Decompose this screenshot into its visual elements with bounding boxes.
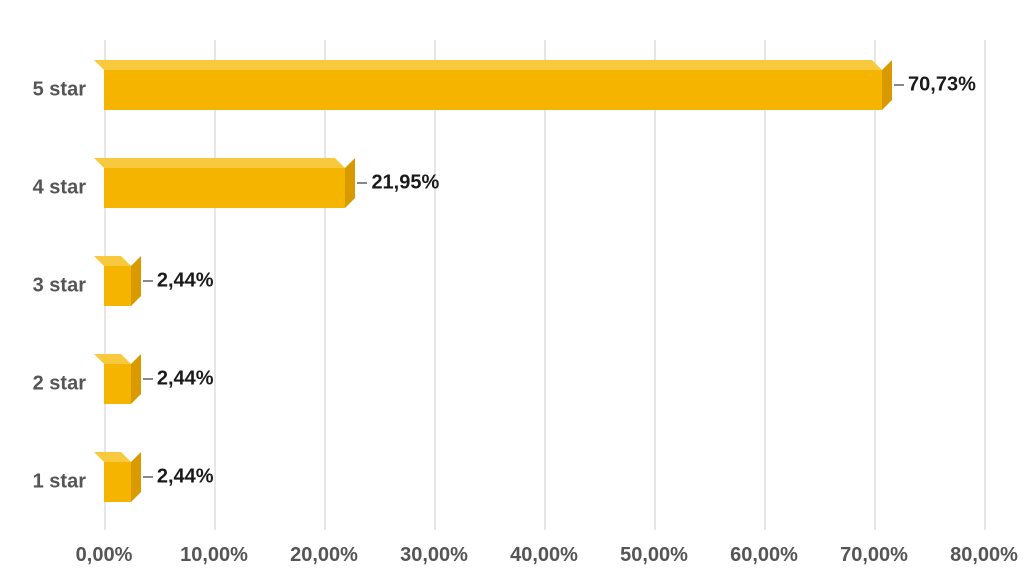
bar-side-face — [131, 256, 141, 306]
bar-side-face — [882, 60, 892, 110]
value-leader-tick — [143, 378, 153, 380]
value-leader-tick — [894, 84, 904, 86]
bar-front-face — [104, 70, 882, 110]
plot-area — [104, 40, 984, 530]
y-axis-category-label: 2 star — [0, 373, 86, 396]
bar-front-face — [104, 266, 131, 306]
bar-value-label: 2,44% — [157, 270, 214, 293]
bar-value-label: 2,44% — [157, 466, 214, 489]
bar-front-face — [104, 168, 345, 208]
bar — [104, 364, 141, 414]
x-axis-tick-label: 0,00% — [76, 544, 133, 567]
bar-side-face — [131, 452, 141, 502]
bar-side-face — [131, 354, 141, 404]
y-axis-category-label: 1 star — [0, 471, 86, 494]
x-axis-tick-label: 80,00% — [950, 544, 1018, 567]
ratings-bar-chart: 0,00% 10,00% 20,00% 30,00% 40,00% 50,00% 60,00… — [0, 0, 1024, 588]
x-axis-tick-label: 50,00% — [620, 544, 688, 567]
value-leader-tick — [143, 280, 153, 282]
y-axis-category-label: 3 star — [0, 275, 86, 298]
x-axis-tick-label: 60,00% — [730, 544, 798, 567]
bar-front-face — [104, 462, 131, 502]
y-axis-category-label: 4 star — [0, 177, 86, 200]
x-axis-tick-label: 30,00% — [400, 544, 468, 567]
bar-top-face — [94, 158, 345, 168]
x-axis-tick-label: 40,00% — [510, 544, 578, 567]
y-axis-category-label: 5 star — [0, 79, 86, 102]
x-axis-tick-label: 20,00% — [290, 544, 358, 567]
value-leader-tick — [143, 476, 153, 478]
gridline — [984, 40, 986, 530]
bar-top-face — [94, 452, 131, 462]
bar-front-face — [104, 364, 131, 404]
bar-value-label: 70,73% — [908, 74, 976, 97]
x-axis-tick-label: 10,00% — [180, 544, 248, 567]
bar — [104, 462, 141, 512]
value-leader-tick — [357, 182, 367, 184]
bar-side-face — [345, 158, 355, 208]
bar — [104, 70, 892, 120]
bar — [104, 168, 355, 218]
bar-value-label: 21,95% — [371, 172, 439, 195]
bar-top-face — [94, 256, 131, 266]
bar-top-face — [94, 354, 131, 364]
bar-top-face — [94, 60, 882, 70]
bar — [104, 266, 141, 316]
bar-value-label: 2,44% — [157, 368, 214, 391]
x-axis-tick-label: 70,00% — [840, 544, 908, 567]
